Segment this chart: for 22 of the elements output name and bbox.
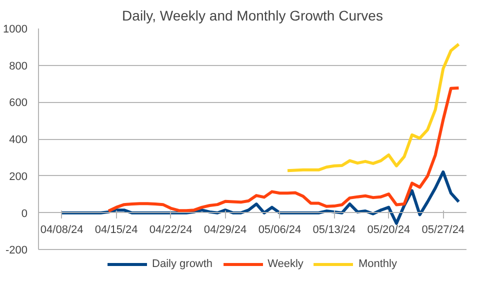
y-tick-label: 200 bbox=[9, 170, 28, 183]
line-series bbox=[107, 86, 460, 213]
x-tick-label: 04/15/24 bbox=[94, 224, 138, 236]
x-tick-label: 05/27/24 bbox=[422, 224, 465, 236]
line-series bbox=[286, 42, 460, 172]
x-tick-label: 05/13/24 bbox=[312, 224, 356, 236]
legend-label: Weekly bbox=[268, 258, 304, 270]
y-tick-label: 600 bbox=[9, 97, 28, 110]
x-tick-label: 04/29/24 bbox=[204, 224, 247, 236]
y-tick-label: -200 bbox=[5, 244, 28, 257]
x-tick-label: 04/22/24 bbox=[149, 224, 192, 236]
x-tick-label: 04/08/24 bbox=[40, 224, 84, 236]
x-tick-label: 05/20/24 bbox=[367, 224, 410, 236]
chart-title: Daily, Weekly and Monthly Growth Curves bbox=[122, 8, 383, 24]
legend-label: Daily growth bbox=[152, 258, 213, 270]
y-tick-label: 800 bbox=[9, 60, 28, 72]
y-tick-label: 0 bbox=[21, 208, 28, 220]
legend-label: Monthly bbox=[358, 258, 397, 270]
x-tick-label: 05/06/24 bbox=[258, 224, 302, 236]
line-series bbox=[60, 170, 460, 225]
y-tick-label: 1000 bbox=[3, 24, 28, 36]
y-tick-label: 400 bbox=[9, 134, 28, 146]
